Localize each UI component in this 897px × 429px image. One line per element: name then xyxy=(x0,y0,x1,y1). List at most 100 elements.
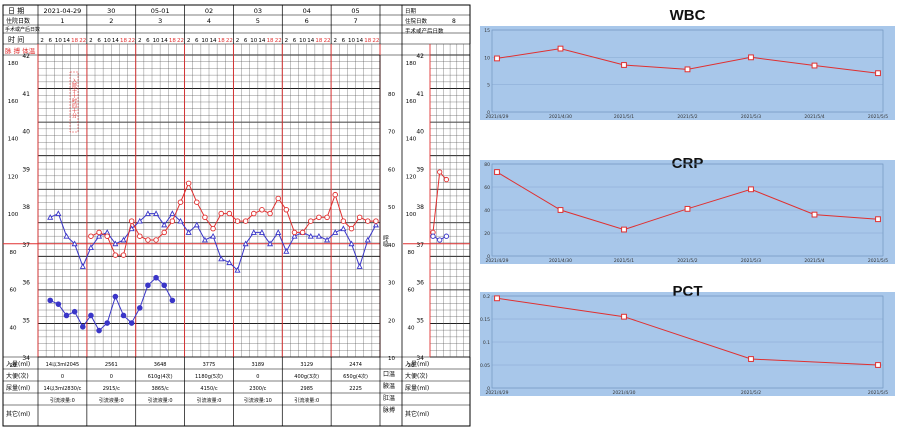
data-point xyxy=(748,54,754,61)
pulse-tick: 100 xyxy=(8,212,19,218)
hour-cell: 6 xyxy=(146,38,150,44)
respiration-point xyxy=(128,320,135,326)
hour-cell: 10 xyxy=(299,38,306,44)
y-tick-label: 10 xyxy=(484,55,490,61)
respiration-point xyxy=(63,312,70,319)
right-tick: 20 xyxy=(388,318,395,324)
hour-cell: 22 xyxy=(226,38,233,44)
data-point xyxy=(557,45,564,52)
data-point xyxy=(811,211,818,218)
hour-cell: 18 xyxy=(315,38,322,44)
table-cell: 引流液量:0 xyxy=(99,397,124,404)
x-tick-label: 2021/5/1 xyxy=(614,258,634,264)
chart-title: WBC xyxy=(670,7,706,24)
temperature-point xyxy=(194,199,200,205)
pulse-tick: 180 xyxy=(8,61,19,67)
data-point xyxy=(684,205,691,212)
x-tick-label: 2021/5/3 xyxy=(741,114,761,120)
table-cell: 14以3ml2830/c xyxy=(43,386,81,392)
data-point xyxy=(684,66,691,73)
temperature-point xyxy=(112,252,119,258)
pulse-point xyxy=(291,232,298,239)
hour-cell: 10 xyxy=(250,38,257,44)
temperature-point xyxy=(153,237,159,243)
pulse-point xyxy=(87,244,94,250)
y-tick-label: 15 xyxy=(484,28,490,34)
pulse-point xyxy=(234,266,241,273)
y-tick-label: 60 xyxy=(484,185,490,191)
pulse-point xyxy=(307,232,314,239)
sheet2-temp-tick: 38 xyxy=(416,204,424,211)
x-tick-label: 2021/5/5 xyxy=(868,114,888,120)
label-postop-day: 手术或产后日数 xyxy=(5,26,40,33)
pulse-tick: 80 xyxy=(10,250,17,256)
respiration-point xyxy=(47,297,54,304)
pulse-tick: 120 xyxy=(8,174,19,180)
respiration-point xyxy=(96,327,102,334)
hour-cell: 14 xyxy=(63,38,70,44)
temperature-point xyxy=(332,191,338,198)
chart-background xyxy=(480,26,895,120)
sheet2-pulse-tick: 100 xyxy=(406,212,417,218)
data-point xyxy=(494,295,500,302)
sheet2-series-point xyxy=(443,176,450,183)
data-point xyxy=(875,216,881,223)
pulse-point xyxy=(372,221,379,228)
hour-cell: 18 xyxy=(71,38,78,44)
data-point xyxy=(557,207,564,213)
data-point xyxy=(748,186,754,193)
respiration-point xyxy=(161,282,168,289)
sheet2-table-label: 其它(ml) xyxy=(405,410,429,418)
temperature-point xyxy=(308,218,314,224)
admission-note: 入院于十时四十分 xyxy=(71,78,77,119)
pulse-point xyxy=(169,210,176,216)
hour-cell: 22 xyxy=(324,38,331,44)
temperature-point xyxy=(348,225,355,232)
sheet2-header: 日期 xyxy=(405,8,417,15)
hour-cell: 2 xyxy=(89,38,93,44)
table-cell: 400g(3次) xyxy=(294,373,319,380)
temperature-point xyxy=(234,218,241,224)
y-tick-label: 0 xyxy=(487,110,490,116)
hour-cell: 2 xyxy=(236,38,240,44)
right-tick: 40 xyxy=(388,243,395,249)
sheet2-series-point xyxy=(443,233,450,239)
pulse-point xyxy=(193,221,200,228)
sheet2-pulse-tick: 120 xyxy=(406,174,417,180)
date-cell: 2021-04-29 xyxy=(44,7,82,15)
hour-cell: 14 xyxy=(161,38,168,44)
temperature-point xyxy=(365,218,371,224)
respiration-point xyxy=(71,308,78,315)
table-label: 入量(ml) xyxy=(6,361,30,368)
pulse-point xyxy=(185,229,192,235)
y-tick-label: 80 xyxy=(484,162,490,168)
table-label: 其它(ml) xyxy=(6,410,30,418)
hour-cell: 18 xyxy=(218,38,225,44)
sheet2-temp-tick: 39 xyxy=(416,166,424,173)
pulse-point xyxy=(364,236,371,243)
temperature-point xyxy=(324,214,330,221)
temperature-point xyxy=(185,180,192,187)
x-tick-label: 2021/5/2 xyxy=(741,390,761,396)
data-point xyxy=(875,70,881,77)
pulse-point xyxy=(250,229,257,235)
respiration-point xyxy=(104,320,111,326)
hosp-day-cell: 2 xyxy=(109,17,113,25)
chart-title: PCT xyxy=(673,283,703,300)
hour-cell: 14 xyxy=(258,38,265,44)
hour-cell: 2 xyxy=(333,38,337,44)
annotation-box xyxy=(69,71,79,133)
date-cell: 02 xyxy=(205,7,213,15)
hour-cell: 22 xyxy=(177,38,184,44)
sheet2-header: 手术或产后日数 xyxy=(405,27,444,35)
sheet2-temp-tick: 35 xyxy=(416,317,424,324)
label-date: 日 期 xyxy=(8,7,24,15)
hour-cell: 22 xyxy=(275,38,282,44)
temperature-point xyxy=(88,233,94,239)
pulse-point xyxy=(210,232,217,239)
y-tick-label: 40 xyxy=(484,208,490,214)
hour-cell: 2 xyxy=(187,38,191,44)
pulse-point xyxy=(79,263,86,269)
